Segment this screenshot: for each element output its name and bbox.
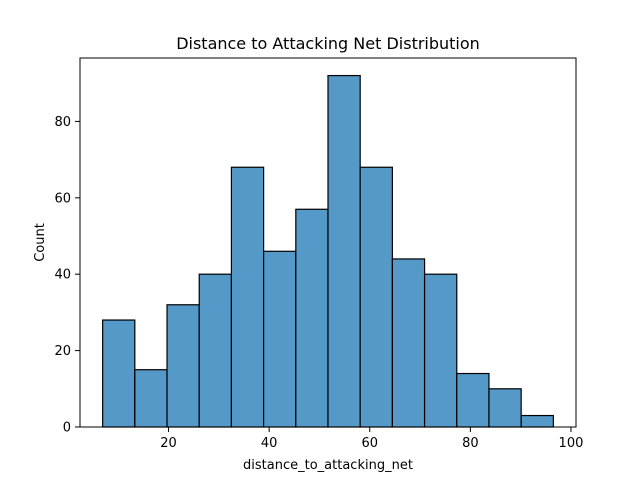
x-tick-label-40: 40	[261, 436, 278, 451]
histogram-bar-3	[166, 304, 200, 428]
x-tick-label-60: 60	[361, 436, 378, 451]
y-tick-label-60: 60	[54, 191, 71, 206]
y-axis-ticks: 0 20 40 60 80	[54, 115, 80, 436]
histogram-bar-8	[327, 74, 361, 428]
y-tick-label-40: 40	[54, 268, 71, 283]
histogram-bar-13	[488, 388, 522, 428]
y-tick-label-80: 80	[54, 115, 71, 130]
plot-frame	[79, 57, 577, 428]
x-axis-label: distance_to_attacking_net	[243, 458, 413, 473]
histogram-bar-14	[520, 414, 554, 428]
x-tick-label-80: 80	[462, 436, 479, 451]
x-tick-label-100: 100	[559, 436, 584, 451]
histogram-bar-6	[263, 250, 297, 428]
histogram-bar-9	[359, 166, 393, 428]
chart-title: Distance to Attacking Net Distribution	[176, 34, 480, 53]
histogram-bar-4	[198, 273, 233, 428]
x-tick-label-20: 20	[160, 436, 177, 451]
histogram-bar-5	[230, 166, 265, 428]
y-tick-label-20: 20	[54, 344, 71, 359]
histogram-bar-7	[295, 208, 329, 428]
histogram-bar-11	[423, 273, 458, 428]
histogram-bar-10	[391, 258, 426, 428]
histogram-bar-12	[456, 372, 490, 428]
x-axis-ticks: 20 40 60 80 100	[160, 427, 583, 451]
y-tick-label-0: 0	[63, 421, 71, 436]
bars-layer	[102, 74, 554, 428]
histogram-bar-2	[134, 369, 168, 428]
histogram-bar-1	[102, 319, 136, 428]
y-axis-label: Count	[33, 223, 48, 262]
